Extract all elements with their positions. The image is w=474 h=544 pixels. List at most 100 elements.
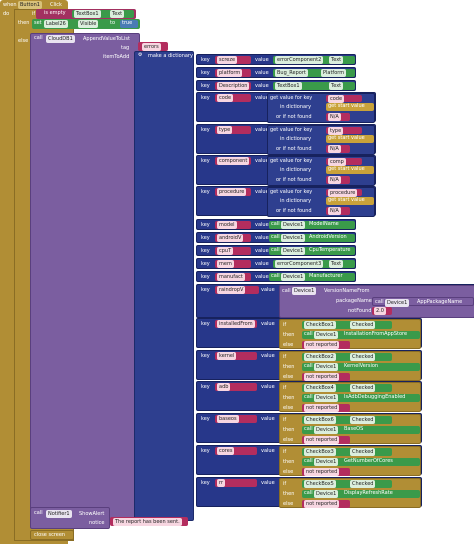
fallback-block[interactable]: N/A xyxy=(326,113,350,121)
text-value-block[interactable]: Bug_Report Platform xyxy=(273,69,355,77)
device-call-block[interactable]: call Device1 CpuTemperature xyxy=(269,247,355,255)
dictionary-pair[interactable]: key platform value Bug_Report Platform xyxy=(196,67,356,78)
dictionary-pair[interactable]: key component value get value for key comp in… xyxy=(196,155,376,186)
key-text[interactable]: raindropV xyxy=(217,286,246,294)
key-text[interactable]: model xyxy=(217,221,237,229)
key-text-block[interactable]: rr xyxy=(215,479,257,487)
true-block[interactable]: true xyxy=(120,20,138,28)
checkbox-getter[interactable]: CheckBox1 Checked xyxy=(302,321,392,329)
fallback-text[interactable]: N/A xyxy=(328,113,341,121)
else-text[interactable]: not reported xyxy=(304,436,340,444)
textbox-getter[interactable]: TextBox1 Text xyxy=(72,10,134,18)
property-dropdown[interactable]: Text xyxy=(329,260,344,268)
checked-dropdown[interactable]: Checked xyxy=(350,321,376,329)
conditional-pair[interactable]: key installedFrom value if then else CheckBox1… xyxy=(196,318,422,349)
key-text-block[interactable]: kernel xyxy=(215,352,257,360)
checked-dropdown[interactable]: Checked xyxy=(350,480,376,488)
device-dropdown[interactable]: Device1 xyxy=(385,298,410,307)
key-text[interactable]: installedFrom xyxy=(217,320,255,328)
else-text[interactable]: not reported xyxy=(304,500,340,508)
else-text[interactable]: not reported xyxy=(304,404,340,412)
checkbox-getter[interactable]: CheckBox3 Checked xyxy=(302,448,392,456)
get-key-block[interactable]: code xyxy=(326,94,362,103)
device-call-block[interactable]: call Device1 GetNumberOfCores xyxy=(302,458,420,466)
key-text-block[interactable]: raindropV xyxy=(215,286,259,294)
key-text-block[interactable]: androidV xyxy=(215,234,251,242)
dictionary-pair[interactable]: key manufact value call Device1 Manufacturer xyxy=(196,271,356,282)
component-dropdown[interactable]: Device1 xyxy=(281,247,306,255)
component-dropdown[interactable]: TextBox1 xyxy=(275,82,302,90)
conditional-pair[interactable]: key kernel value if then else CheckBox2 Checked… xyxy=(196,350,422,381)
checkbox-dropdown[interactable]: CheckBox3 xyxy=(304,448,336,456)
device-call-block[interactable]: call Device1 Manufacturer xyxy=(269,273,355,281)
key-text[interactable]: androidV xyxy=(217,234,244,242)
start-value-block[interactable]: get start value xyxy=(326,197,374,205)
else-text-block[interactable]: not reported xyxy=(302,341,350,349)
conditional-pair[interactable]: key cores value if then else CheckBox3 Checked c… xyxy=(196,445,422,476)
else-text-block[interactable]: not reported xyxy=(302,373,350,381)
conditional-pair[interactable]: key adb value if then else CheckBox4 Checked cal… xyxy=(196,381,422,412)
inline-if-block[interactable]: if then else CheckBox1 Checked call Device1 Ins… xyxy=(279,319,421,349)
set-label-visible-block[interactable]: set Label26 Visible to true xyxy=(32,19,140,29)
key-text[interactable]: code xyxy=(217,94,234,102)
key-text[interactable]: platform xyxy=(217,69,243,77)
component-getter[interactable]: TextBox1 Text xyxy=(273,82,355,90)
inline-if-block[interactable]: if then else CheckBox3 Checked call Device1 Get… xyxy=(279,446,421,476)
make-dictionary-block[interactable]: ⚙ make a dictionary xyxy=(134,51,194,521)
not-found-value[interactable]: 2.0 xyxy=(374,307,386,315)
event-component-dropdown[interactable]: Button1 xyxy=(18,1,42,9)
device-call-block[interactable]: call Device1 IsAdbDebuggingEnabled xyxy=(302,394,420,402)
device-call-block[interactable]: call Device1 AndroidVersion xyxy=(269,234,355,242)
component-getter[interactable]: errorComponent2 Text xyxy=(273,56,355,64)
key-text[interactable]: adb xyxy=(217,383,231,391)
tag-text[interactable]: errors xyxy=(142,42,161,51)
key-text-block[interactable]: Description xyxy=(215,82,251,90)
device-dropdown[interactable]: Device1 xyxy=(314,394,339,402)
get-key-text[interactable]: comp xyxy=(328,157,346,166)
component-dropdown[interactable]: errorComponent3 xyxy=(275,260,324,268)
key-text[interactable]: rr xyxy=(217,479,226,487)
checkbox-dropdown[interactable]: CheckBox5 xyxy=(304,480,336,488)
get-value-for-key-block[interactable]: get value for key code in dictionary get st… xyxy=(267,93,375,123)
get-value-for-key-block[interactable]: get value for key procedure in dictionary g… xyxy=(267,187,375,217)
fallback-text[interactable]: N/A xyxy=(328,145,341,153)
start-value-block[interactable]: get start value xyxy=(326,103,374,111)
key-text[interactable]: baseos xyxy=(217,415,239,423)
version-name-from-block[interactable]: call Device1 VersionNameFrom packageName cal… xyxy=(279,285,474,318)
key-text[interactable]: Description xyxy=(217,82,250,90)
dictionary-pair[interactable]: key type value get value for key type in dict… xyxy=(196,124,376,155)
key-text[interactable]: cpuT xyxy=(217,247,234,255)
property-dropdown[interactable]: Text xyxy=(329,82,344,90)
close-screen-block[interactable]: close screen xyxy=(30,530,74,540)
key-text-block[interactable]: mem xyxy=(215,260,251,268)
fallback-text[interactable]: N/A xyxy=(328,207,341,215)
checkbox-dropdown[interactable]: CheckBox2 xyxy=(304,353,336,361)
else-text[interactable]: not reported xyxy=(304,341,340,349)
component-getter[interactable]: errorComponent3 Text xyxy=(273,260,355,268)
else-text-block[interactable]: not reported xyxy=(302,500,350,508)
key-text-block[interactable]: screze xyxy=(215,56,251,64)
device-dropdown[interactable]: Device1 xyxy=(314,426,339,434)
start-value-block[interactable]: get start value xyxy=(326,166,374,174)
device-call-block[interactable]: call Device1 KernelVersion xyxy=(302,363,420,371)
key-text[interactable]: type xyxy=(217,126,233,134)
key-text[interactable]: component xyxy=(217,157,250,165)
property-dropdown[interactable]: Platform xyxy=(321,69,347,77)
raindrop-pair[interactable]: key raindropV value call Device1 VersionNameF… xyxy=(196,284,474,318)
key-text-block[interactable]: manufact xyxy=(215,273,251,281)
device-call-block[interactable]: call Device1 InstallationFromAppStore xyxy=(302,331,420,339)
device-dropdown[interactable]: Device1 xyxy=(314,331,339,339)
get-key-text[interactable]: type xyxy=(328,126,344,135)
start-value-block[interactable]: get start value xyxy=(326,135,374,143)
key-text[interactable]: manufact xyxy=(217,273,245,281)
not-found-value-block[interactable]: 2.0 xyxy=(372,307,392,315)
fallback-text[interactable]: N/A xyxy=(328,176,341,184)
dictionary-pair[interactable]: key screze value errorComponent2 Text xyxy=(196,54,356,65)
notice-text[interactable]: The report has been sent. xyxy=(113,517,182,526)
component-dropdown[interactable]: Device1 xyxy=(281,273,306,281)
conditional-pair[interactable]: key baseos value if then else CheckBox6 Checked… xyxy=(196,413,422,444)
tag-text-block[interactable]: errors xyxy=(138,42,168,51)
checkbox-getter[interactable]: CheckBox6 Checked xyxy=(302,416,392,424)
key-text-block[interactable]: procedure xyxy=(215,188,251,196)
is-empty-block[interactable]: is empty TextBox1 Text xyxy=(36,9,136,19)
